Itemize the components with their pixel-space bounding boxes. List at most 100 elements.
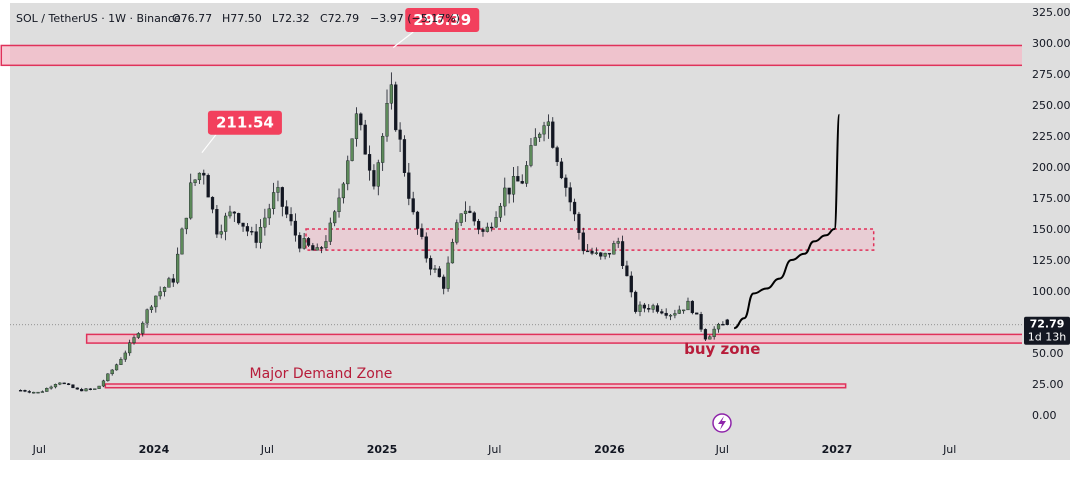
candle-body [62, 382, 66, 385]
price-tick-label: 25.00 [1032, 378, 1064, 391]
candle-body [385, 103, 389, 137]
candle-body [625, 265, 629, 277]
candle-body [110, 369, 114, 375]
candle-body [586, 250, 590, 253]
candle-body [616, 241, 620, 244]
candle-body [346, 160, 350, 185]
candle-body [53, 384, 58, 388]
candle-body [695, 312, 699, 315]
candle-body [158, 291, 162, 297]
candle-body [232, 211, 236, 214]
candle-body [485, 226, 489, 232]
candle-body [80, 389, 84, 392]
candle-body [712, 328, 716, 337]
candle-body [280, 187, 284, 207]
header-close: C72.79 [320, 12, 359, 25]
candle-body [546, 121, 551, 126]
current-price-tag: 72.79 1d 13h [1024, 316, 1070, 345]
price-tick-label: 325.00 [1032, 6, 1071, 19]
candles[interactable] [18, 72, 729, 394]
candle-body [145, 309, 149, 324]
candle-body [276, 187, 280, 193]
candle-body [350, 138, 354, 161]
lightning-icon[interactable] [712, 413, 732, 433]
candle-body [612, 243, 616, 255]
candle-body [88, 388, 93, 390]
price-tick-label: 200.00 [1032, 161, 1071, 174]
callout-box [405, 8, 480, 32]
projection-line [733, 113, 841, 330]
candle-body [319, 247, 324, 249]
candle-body [176, 253, 180, 283]
time-tick-label: 2026 [594, 443, 625, 456]
candle-body [341, 183, 346, 199]
candle-body [511, 176, 516, 195]
candle-body [538, 133, 542, 138]
zone-demand [104, 383, 847, 389]
candle-body [32, 391, 36, 394]
candle-body [594, 252, 599, 254]
candle-body [40, 391, 45, 393]
annotations: Major Demand Zone buy zone [250, 340, 761, 382]
time-tick-label: 2025 [367, 443, 398, 456]
projection-path [733, 113, 841, 330]
candle-body [577, 213, 581, 233]
callout-label: 211.54 [216, 114, 274, 132]
candle-body [516, 176, 520, 182]
callouts: 211.54 296.39 [201, 8, 480, 154]
candle-body [655, 305, 660, 312]
candle-body [394, 84, 398, 131]
zone-mid [305, 228, 875, 251]
time-axis[interactable]: Jul 2024 Jul 2025 Jul 2026 Jul 2027 Jul [32, 443, 957, 456]
price-tick-label: 300.00 [1032, 37, 1071, 50]
candle-body [572, 201, 577, 215]
candle-body [503, 187, 507, 207]
candle-body [189, 182, 193, 219]
price-axis[interactable]: 325.00 300.00 275.00 250.00 225.00 200.00 175.… [1022, 3, 1071, 460]
price-tick-label: 150.00 [1032, 223, 1071, 236]
candle-body [507, 187, 511, 195]
candle-body [93, 388, 97, 390]
header-change: −3.97 (−5.17%) [370, 12, 460, 25]
candle-body [132, 337, 136, 343]
candle-body [58, 382, 62, 385]
candle-body [651, 305, 655, 310]
candle-body [455, 222, 459, 243]
demand-zone-label: Major Demand Zone [250, 366, 393, 382]
candle-body [241, 222, 245, 227]
candle-body [472, 212, 476, 222]
candle-body [642, 304, 646, 309]
candle-body [237, 213, 241, 224]
price-tick-label: 175.00 [1032, 192, 1071, 205]
zone-buy [85, 333, 1028, 344]
candle-body [520, 181, 524, 184]
candle-body [154, 295, 158, 308]
candle-body [433, 268, 437, 270]
candle-body [71, 384, 75, 389]
candle-body [149, 306, 154, 310]
candle-body [664, 312, 668, 316]
candle-body [367, 154, 372, 171]
candle-body [542, 125, 546, 135]
candle-body [184, 217, 188, 230]
candle-body [590, 250, 594, 254]
candle-body [245, 226, 250, 232]
candle-body [437, 268, 441, 278]
time-tick-label: Jul [487, 443, 501, 456]
price-tick-label: 225.00 [1032, 130, 1071, 143]
candle-body [699, 314, 703, 330]
price-tick-label: 50.00 [1032, 347, 1064, 360]
candle-body [228, 211, 232, 217]
candle-body [293, 220, 298, 236]
candle-body [638, 304, 642, 312]
candle-body [328, 222, 332, 242]
candle-body [289, 214, 293, 222]
candle-body [354, 113, 359, 139]
candle-body [210, 196, 215, 210]
candle-body [215, 209, 219, 235]
candle-body [476, 220, 481, 230]
candle-body [424, 236, 428, 259]
candle-body [677, 309, 681, 314]
candle-body [459, 213, 463, 223]
